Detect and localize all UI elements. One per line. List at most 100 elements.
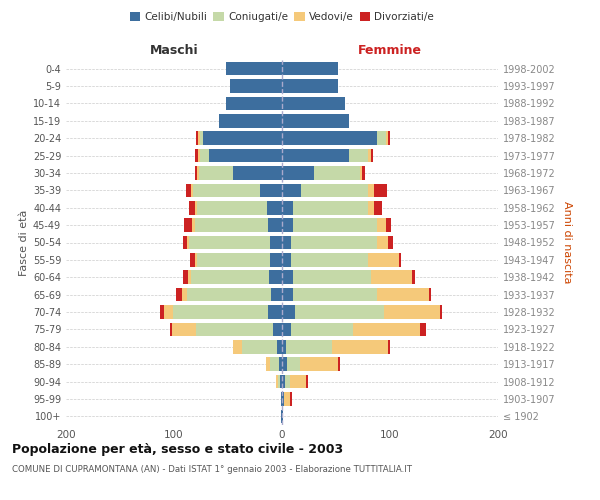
Bar: [362, 166, 365, 180]
Y-axis label: Fasce di età: Fasce di età: [19, 210, 29, 276]
Bar: [278, 375, 280, 388]
Bar: [274, 322, 282, 336]
Bar: [282, 288, 293, 302]
Bar: [269, 270, 282, 284]
Bar: [196, 322, 274, 336]
Bar: [293, 218, 377, 232]
Bar: [203, 132, 282, 145]
Bar: [290, 236, 377, 250]
Bar: [279, 358, 282, 371]
Bar: [368, 201, 374, 214]
Bar: [189, 201, 194, 214]
Bar: [197, 253, 270, 266]
Bar: [398, 253, 401, 266]
Bar: [270, 236, 282, 250]
Bar: [189, 236, 270, 250]
Bar: [282, 340, 286, 353]
Bar: [374, 184, 387, 197]
Bar: [282, 80, 338, 93]
Bar: [271, 288, 282, 302]
Bar: [226, 62, 282, 76]
Bar: [268, 305, 282, 319]
Bar: [209, 149, 282, 162]
Bar: [186, 184, 191, 197]
Bar: [386, 132, 388, 145]
Bar: [371, 149, 373, 162]
Bar: [282, 166, 314, 180]
Bar: [295, 305, 383, 319]
Bar: [282, 62, 338, 76]
Bar: [306, 375, 308, 388]
Bar: [377, 236, 388, 250]
Bar: [293, 270, 371, 284]
Bar: [275, 375, 278, 388]
Bar: [360, 166, 362, 180]
Text: Popolazione per età, sesso e stato civile - 2003: Popolazione per età, sesso e stato civil…: [12, 442, 343, 456]
Bar: [160, 305, 164, 319]
Bar: [282, 358, 287, 371]
Bar: [440, 305, 442, 319]
Bar: [412, 270, 415, 284]
Bar: [270, 253, 282, 266]
Bar: [282, 322, 290, 336]
Bar: [349, 149, 368, 162]
Bar: [282, 253, 290, 266]
Bar: [368, 253, 398, 266]
Bar: [290, 322, 353, 336]
Bar: [193, 184, 260, 197]
Bar: [173, 305, 268, 319]
Bar: [230, 80, 282, 93]
Bar: [188, 270, 191, 284]
Bar: [194, 218, 268, 232]
Bar: [290, 253, 368, 266]
Bar: [368, 149, 371, 162]
Text: COMUNE DI CUPRAMONTANA (AN) - Dati ISTAT 1° gennaio 2003 - Elaborazione TUTTITAL: COMUNE DI CUPRAMONTANA (AN) - Dati ISTAT…: [12, 465, 412, 474]
Bar: [374, 201, 382, 214]
Bar: [282, 305, 295, 319]
Bar: [172, 322, 196, 336]
Bar: [281, 392, 282, 406]
Bar: [198, 149, 200, 162]
Legend: Celibi/Nubili, Coniugati/e, Vedovi/e, Divorziati/e: Celibi/Nubili, Coniugati/e, Vedovi/e, Di…: [125, 8, 439, 26]
Bar: [233, 166, 282, 180]
Bar: [280, 375, 282, 388]
Bar: [277, 340, 282, 353]
Bar: [293, 288, 377, 302]
Bar: [182, 236, 187, 250]
Bar: [242, 340, 277, 353]
Bar: [290, 392, 292, 406]
Bar: [429, 288, 431, 302]
Bar: [282, 149, 349, 162]
Bar: [200, 132, 203, 145]
Bar: [290, 375, 306, 388]
Bar: [314, 166, 360, 180]
Bar: [191, 270, 269, 284]
Bar: [164, 305, 173, 319]
Bar: [338, 358, 340, 371]
Bar: [226, 96, 282, 110]
Bar: [388, 340, 390, 353]
Bar: [260, 184, 282, 197]
Bar: [170, 322, 172, 336]
Bar: [388, 236, 393, 250]
Bar: [388, 132, 390, 145]
Bar: [282, 375, 285, 388]
Bar: [293, 201, 368, 214]
Bar: [187, 288, 271, 302]
Bar: [285, 375, 290, 388]
Bar: [190, 253, 194, 266]
Bar: [282, 236, 290, 250]
Bar: [301, 184, 368, 197]
Bar: [383, 305, 440, 319]
Bar: [194, 166, 197, 180]
Bar: [197, 201, 267, 214]
Bar: [282, 96, 344, 110]
Bar: [268, 218, 282, 232]
Y-axis label: Anni di nascita: Anni di nascita: [562, 201, 572, 284]
Bar: [176, 288, 182, 302]
Bar: [282, 201, 293, 214]
Bar: [191, 184, 193, 197]
Bar: [182, 288, 187, 302]
Bar: [377, 132, 386, 145]
Bar: [233, 340, 242, 353]
